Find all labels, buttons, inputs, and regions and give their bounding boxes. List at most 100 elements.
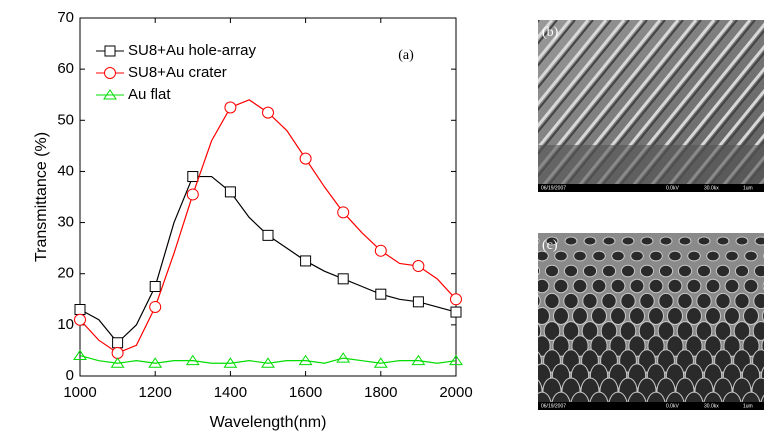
marker [412, 260, 425, 273]
x-tick-label: 1600 [289, 384, 322, 401]
hole [538, 294, 541, 308]
hole [715, 292, 731, 310]
ridge [394, 20, 534, 192]
hole [552, 335, 570, 357]
hole [543, 321, 561, 341]
marker [224, 186, 236, 198]
series-line [79, 354, 457, 364]
sem-footer-text: 1um [743, 403, 753, 409]
sem-footer-text: 30.0kx [704, 403, 719, 409]
marker [374, 244, 387, 257]
hole [733, 321, 751, 341]
hole [538, 266, 541, 276]
y-tick-label: 20 [57, 265, 74, 282]
marker [337, 206, 350, 219]
sem-image: 06/19/2007 0.0kV 30.0kx 1um (b) [394, 20, 764, 192]
hole [668, 250, 682, 262]
hole [630, 250, 644, 262]
hole [583, 236, 597, 246]
marker [375, 288, 387, 300]
hole [676, 321, 694, 341]
hole [649, 250, 663, 262]
hole [658, 264, 674, 278]
sem-footer-text: 06/19/2007 [541, 185, 566, 191]
sem-edge [538, 145, 764, 185]
hole [601, 292, 617, 310]
marker [299, 152, 312, 165]
x-tick-label: 1800 [364, 384, 397, 401]
hole [581, 321, 599, 341]
hole [743, 307, 759, 325]
hole [743, 278, 759, 294]
hole [696, 264, 712, 278]
hole [667, 307, 683, 325]
marker [337, 273, 349, 285]
sem-image: 06/19/2007 0.0kV 30.0kx 1um (c) [538, 233, 764, 410]
hole [659, 236, 673, 246]
y-tick-label: 40 [57, 162, 74, 179]
hole [704, 335, 722, 357]
hole [640, 236, 654, 246]
hole [705, 307, 721, 325]
hole [638, 321, 656, 341]
hole [686, 307, 702, 325]
y-tick-label: 10 [57, 316, 74, 333]
hole [538, 307, 550, 325]
hole [724, 278, 740, 294]
marker [149, 281, 161, 292]
hole [563, 292, 579, 310]
marker [73, 349, 87, 361]
ridge [538, 20, 608, 106]
marker [336, 352, 351, 363]
hole [538, 335, 551, 357]
y-axis-label: Transmittance (%) [33, 132, 50, 262]
hole [582, 264, 598, 278]
hole [648, 278, 664, 294]
hole [639, 264, 655, 278]
sem-footer [538, 184, 764, 192]
hole [611, 250, 625, 262]
hole [657, 321, 675, 341]
hole [620, 264, 636, 278]
x-tick-label: 1400 [214, 384, 247, 401]
plot-frame [79, 17, 457, 377]
hole [716, 236, 730, 246]
series-line [79, 175, 457, 344]
ridge-shadow [538, 20, 630, 134]
y-tick-label: 50 [57, 111, 74, 128]
hole [571, 335, 589, 357]
hole [677, 264, 693, 278]
hole [573, 250, 587, 262]
y-tick-label: 0 [66, 367, 74, 384]
hole [735, 236, 749, 246]
hole [572, 278, 588, 294]
x-tick-label: 1200 [139, 384, 172, 401]
sem-footer-text: 30.0kx [704, 185, 719, 191]
marker [149, 300, 162, 313]
marker [187, 171, 199, 183]
ridge [538, 20, 626, 129]
hole [538, 250, 549, 262]
hole [744, 250, 758, 262]
hole [545, 236, 559, 246]
hole [705, 278, 721, 294]
ridge-shadow [538, 20, 594, 90]
marker [261, 357, 275, 368]
hole [714, 321, 732, 341]
hole [685, 335, 703, 357]
hole [724, 307, 740, 325]
hole [723, 335, 741, 357]
marker [224, 101, 237, 114]
hole [628, 335, 646, 357]
hole [754, 236, 764, 246]
marker [411, 354, 426, 366]
y-tick-label: 60 [57, 60, 74, 77]
hole [538, 238, 540, 244]
hole [590, 335, 608, 357]
marker [262, 229, 274, 241]
hole [677, 292, 693, 310]
hole [753, 264, 764, 278]
annotation: (a) [398, 48, 414, 63]
hole [696, 292, 712, 310]
